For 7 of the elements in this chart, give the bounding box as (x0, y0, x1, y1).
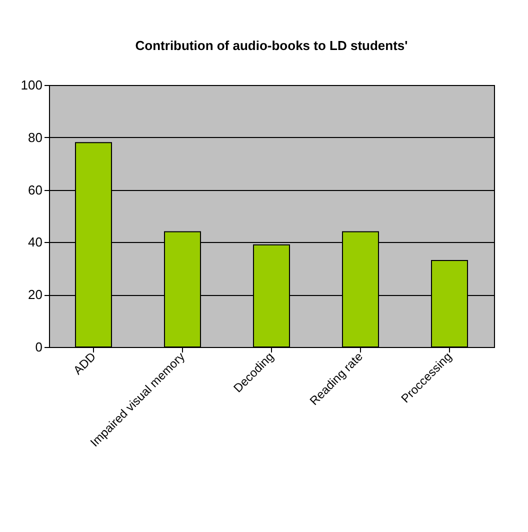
y-tick-label: 80 (28, 130, 42, 145)
y-tick-label: 100 (20, 78, 42, 92)
y-tick-label: 60 (28, 182, 42, 198)
y-tick-label: 40 (28, 234, 42, 250)
chart-title: Contribution of audio-books to LD students' (135, 38, 408, 53)
y-tick-label: 0 (35, 340, 42, 354)
y-tick-label: 20 (28, 287, 42, 302)
